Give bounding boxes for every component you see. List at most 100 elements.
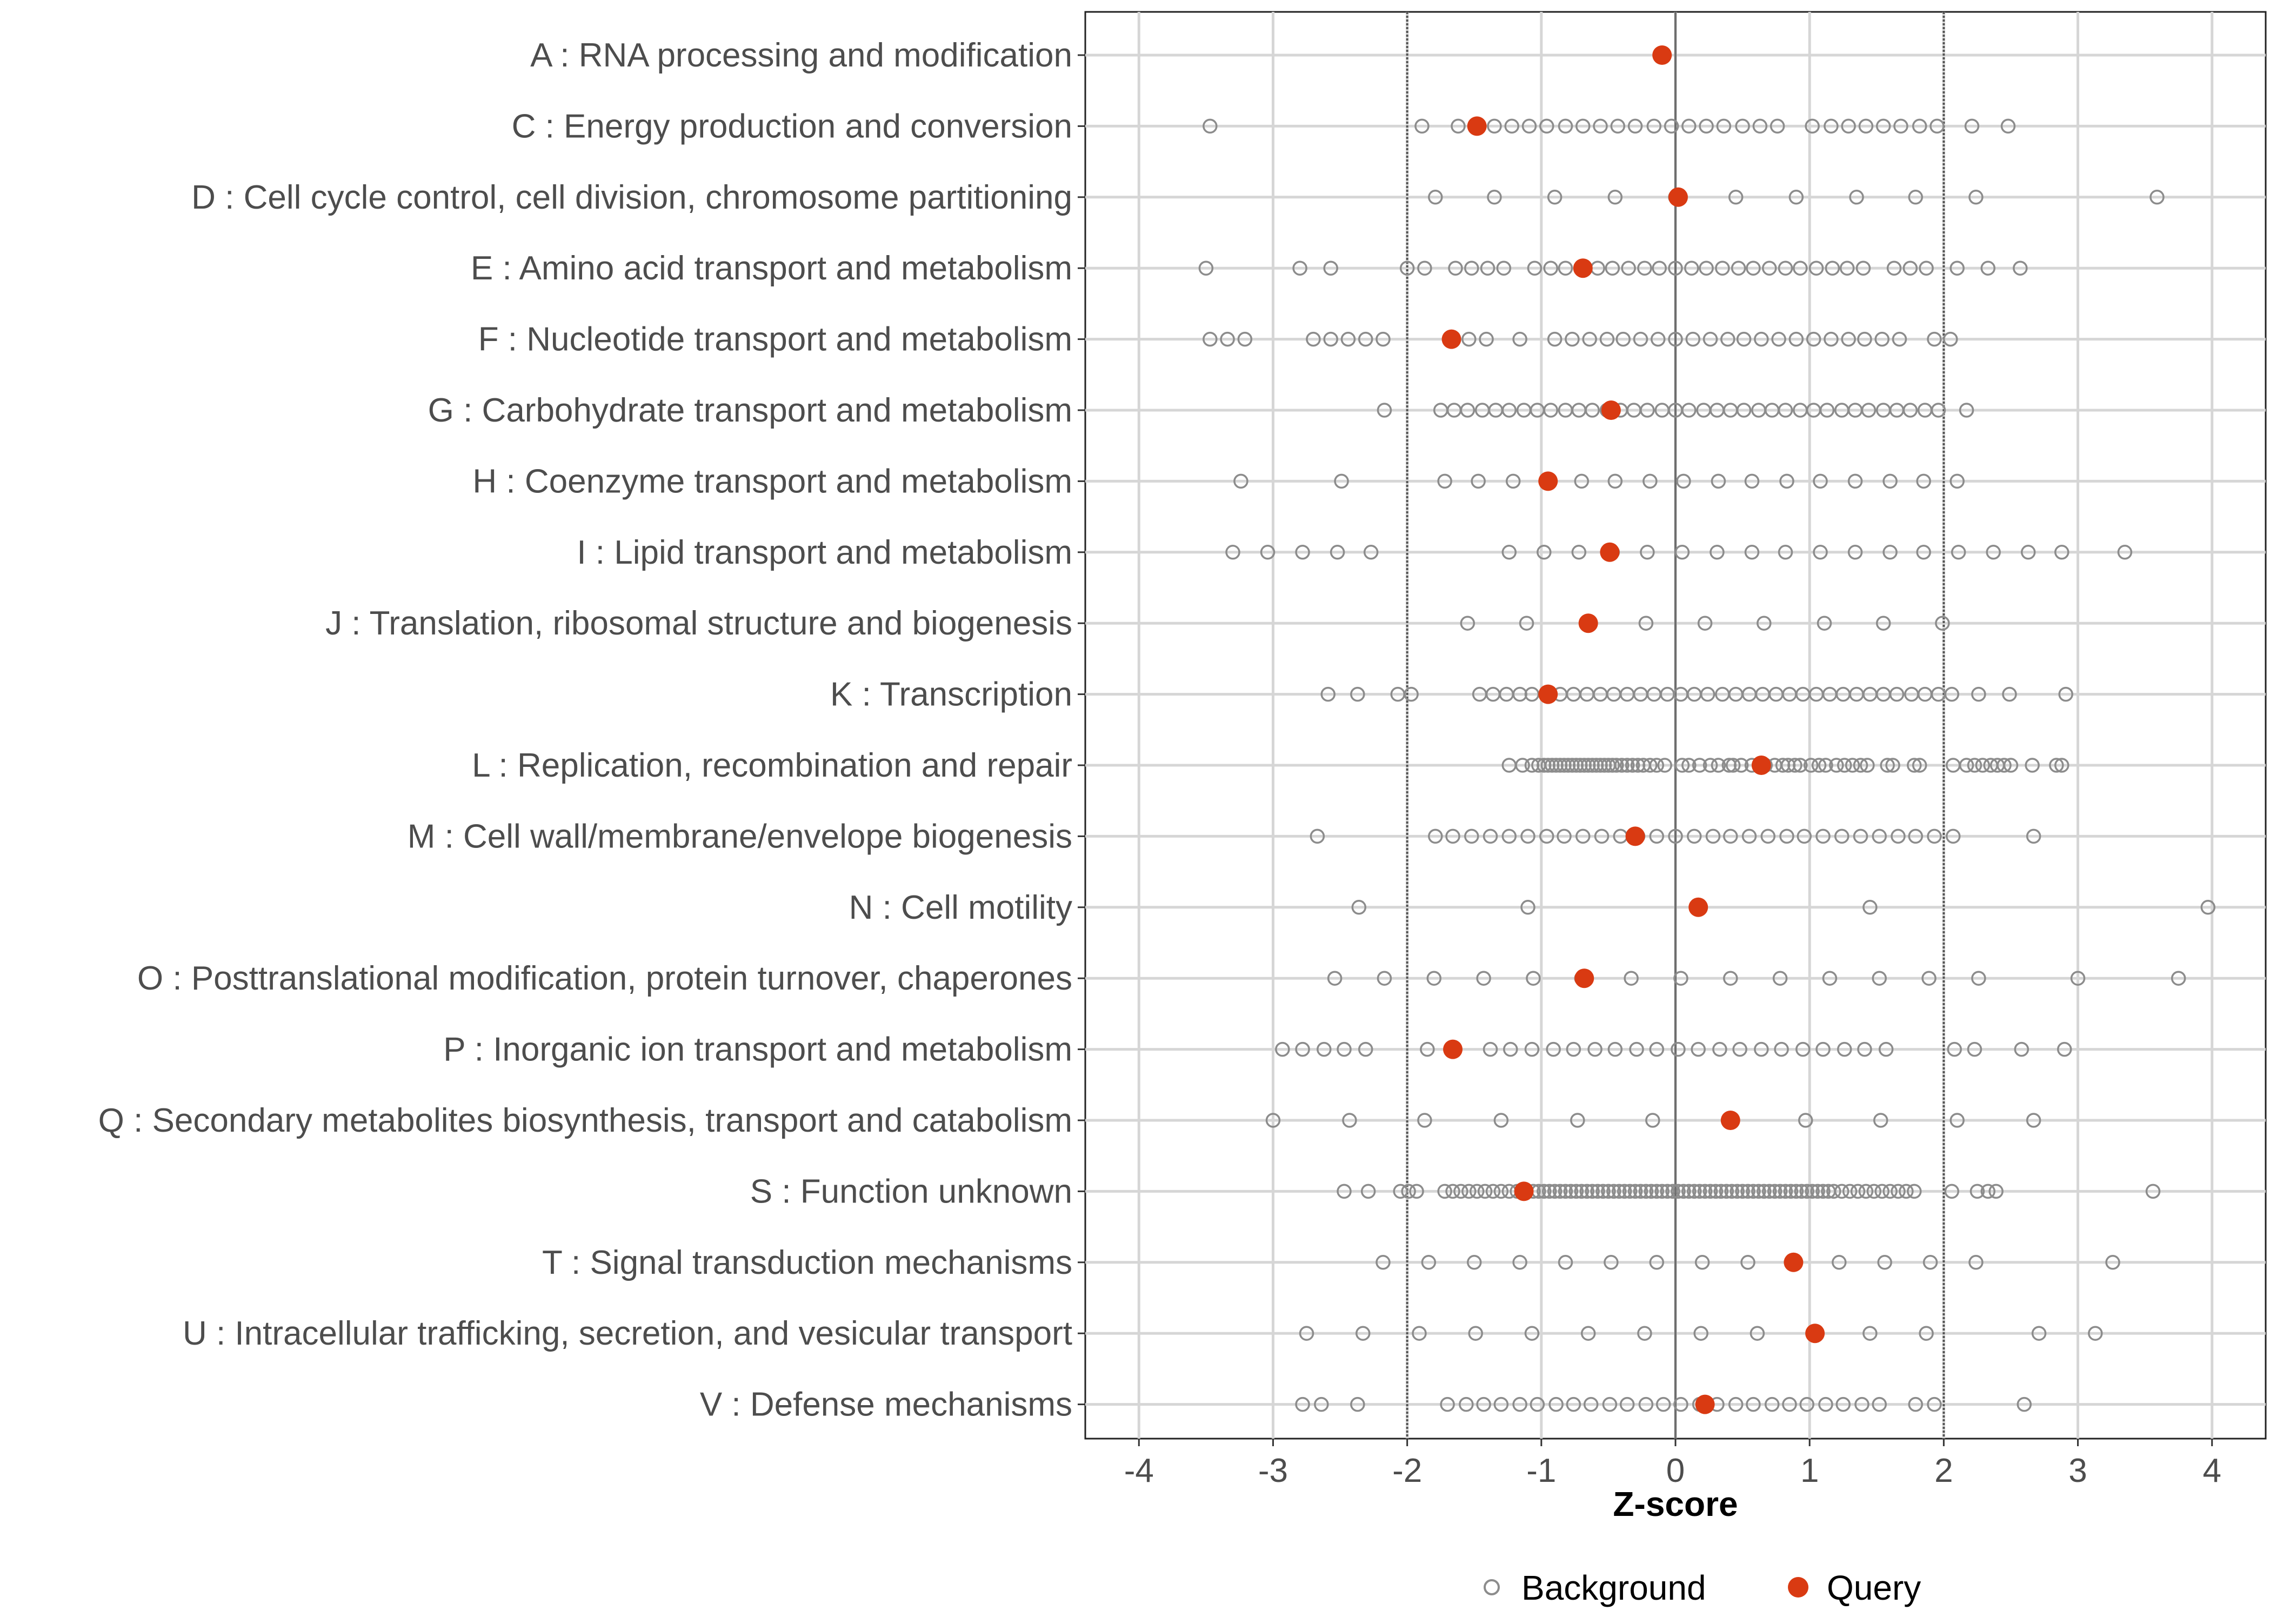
background-point xyxy=(1574,473,1590,489)
background-point xyxy=(1198,260,1214,276)
background-point xyxy=(1668,331,1683,347)
background-point xyxy=(1627,1184,1643,1199)
background-point xyxy=(2088,1326,2103,1341)
background-point xyxy=(1731,260,1746,276)
background-point xyxy=(2003,758,2019,773)
background-point xyxy=(1649,758,1665,773)
background-point xyxy=(2026,1113,2041,1128)
background-point xyxy=(1837,758,1852,773)
background-point xyxy=(1811,758,1827,773)
background-point xyxy=(1815,1041,1831,1057)
background-point xyxy=(1520,900,1535,915)
background-point xyxy=(1541,1184,1557,1199)
background-point xyxy=(1971,971,1986,986)
legend-query-marker xyxy=(1788,1577,1808,1598)
background-point xyxy=(1730,1184,1745,1199)
background-point xyxy=(1779,828,1794,844)
query-point xyxy=(1625,826,1645,846)
background-point xyxy=(1919,260,1934,276)
background-point xyxy=(1401,1184,1416,1199)
x-tick-label: -1 xyxy=(1526,1452,1556,1489)
background-point xyxy=(1908,190,1923,205)
background-point xyxy=(1585,1184,1600,1199)
x-axis-ticks: -4 -3 -2 -1 0 1 2 3 4 xyxy=(1124,1439,2221,1489)
background-point xyxy=(2200,900,2216,915)
background-point xyxy=(1757,1184,1772,1199)
background-point xyxy=(1857,1041,1872,1057)
background-point xyxy=(1568,1184,1584,1199)
background-point xyxy=(1774,1041,1789,1057)
background-point xyxy=(1570,1113,1585,1128)
background-point xyxy=(1778,260,1793,276)
background-point xyxy=(1834,1184,1850,1199)
background-point xyxy=(1595,1184,1611,1199)
background-point xyxy=(1694,1255,1710,1270)
background-point xyxy=(1778,403,1793,418)
background-point xyxy=(1825,260,1840,276)
background-point xyxy=(1334,473,1349,489)
background-point xyxy=(1558,1184,1573,1199)
background-point xyxy=(1393,1184,1408,1199)
category-label: L : Replication, recombination and repai… xyxy=(472,747,1072,784)
category-label: P : Inorganic ion transport and metaboli… xyxy=(443,1031,1072,1068)
background-point xyxy=(1880,758,1895,773)
background-point xyxy=(1842,1184,1858,1199)
background-point xyxy=(1421,1255,1437,1270)
category-label: S : Function unknown xyxy=(750,1173,1072,1210)
background-point xyxy=(1275,1041,1290,1057)
background-point xyxy=(1655,1396,1671,1412)
background-point xyxy=(1686,1184,1702,1199)
background-point xyxy=(1702,331,1718,347)
background-point xyxy=(1644,1184,1659,1199)
background-point xyxy=(1711,758,1726,773)
background-point xyxy=(1850,1184,1866,1199)
background-point xyxy=(1969,1184,1985,1199)
background-point xyxy=(1543,403,1558,418)
background-point xyxy=(1468,1326,1483,1341)
background-point xyxy=(1323,260,1338,276)
background-point xyxy=(1479,331,1494,347)
background-point xyxy=(1637,1326,1652,1341)
background-point xyxy=(1681,758,1697,773)
background-point xyxy=(1342,1113,1357,1128)
background-point xyxy=(1927,331,1942,347)
background-point xyxy=(1693,1326,1708,1341)
background-point xyxy=(1947,1041,1962,1057)
background-point xyxy=(1919,1326,1934,1341)
background-point xyxy=(1399,260,1415,276)
background-point xyxy=(1614,758,1630,773)
background-point xyxy=(1891,828,1906,844)
background-point xyxy=(1537,545,1552,560)
background-point xyxy=(1949,260,1965,276)
background-point xyxy=(1358,331,1373,347)
background-point xyxy=(1817,616,1832,631)
background-point xyxy=(1464,260,1479,276)
background-point xyxy=(1480,260,1495,276)
background-point xyxy=(1485,1184,1501,1199)
background-point xyxy=(2171,971,2186,986)
background-point xyxy=(1539,828,1554,844)
background-point xyxy=(1565,331,1580,347)
background-point xyxy=(2017,1396,2032,1412)
background-point xyxy=(1299,1326,1314,1341)
background-point xyxy=(1720,331,1735,347)
background-point xyxy=(1527,260,1543,276)
background-point xyxy=(1515,758,1530,773)
background-point xyxy=(1605,260,1620,276)
background-point xyxy=(1997,758,2012,773)
category-label: A : RNA processing and modification xyxy=(530,37,1072,74)
background-point xyxy=(1686,828,1702,844)
background-point xyxy=(1944,1184,1960,1199)
x-axis-title: Z-score xyxy=(1613,1485,1738,1523)
background-point xyxy=(2002,686,2017,702)
query-point xyxy=(1720,1111,1740,1130)
background-point xyxy=(1750,1326,1765,1341)
background-point xyxy=(1350,1396,1365,1412)
background-point xyxy=(1878,1041,1894,1057)
background-point xyxy=(1882,1184,1898,1199)
background-point xyxy=(1524,1326,1540,1341)
background-point xyxy=(1459,1396,1474,1412)
background-point xyxy=(1853,828,1868,844)
background-point xyxy=(1685,331,1701,347)
background-point xyxy=(1908,1396,1923,1412)
